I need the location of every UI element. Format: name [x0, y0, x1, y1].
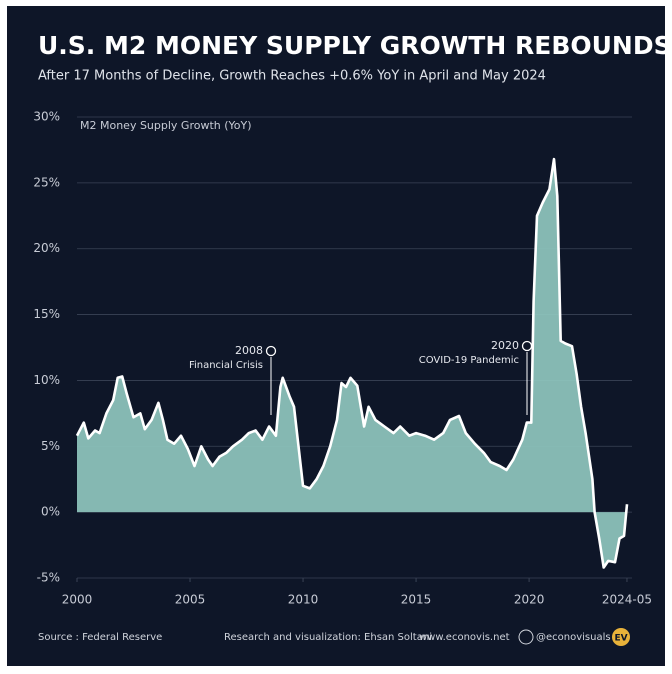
- annotation-year: 2020: [491, 339, 519, 352]
- y-tick-label: 0%: [41, 505, 60, 519]
- footer-source: Source : Federal Reserve: [38, 632, 162, 643]
- y-tick-label: 10%: [33, 373, 60, 387]
- line: [75, 157, 629, 569]
- annotation-marker: [521, 340, 533, 352]
- footer-handle: @econovisuals: [536, 632, 611, 643]
- y-tick-label: 20%: [33, 241, 60, 255]
- logo-badge: [612, 628, 630, 646]
- chart-subtitle: After 17 Months of Decline, Growth Reach…: [38, 69, 546, 84]
- y-axis-label: M2 Money Supply Growth (YoY): [80, 119, 252, 132]
- y-tick-label: 15%: [33, 307, 60, 321]
- x-tick-label: 2010: [288, 593, 319, 607]
- footer-site: www.econovis.net: [419, 632, 510, 643]
- y-tick-label: 5%: [41, 439, 60, 453]
- annotation-text: Financial Crisis: [189, 360, 263, 371]
- x-tick-label: 2024-05: [602, 593, 652, 607]
- plot: -5% 0% 5% 10% 15% 20% 25% 30% 2000 2005 2010 2015 20…: [33, 110, 652, 607]
- annotation-marker: [265, 345, 277, 357]
- x-tick-label: 2005: [175, 593, 206, 607]
- x-tick-label: 2020: [514, 593, 545, 607]
- chart-title: U.S. M2 MONEY SUPPLY GROWTH REBOUNDS: [38, 31, 672, 60]
- y-tick-label: 25%: [33, 175, 60, 189]
- annotation-year: 2008: [235, 344, 263, 357]
- footer-credit: Research and visualization: Ehsan Soltan…: [224, 632, 432, 643]
- y-tick-label: 30%: [33, 110, 60, 124]
- x-tick-label: 2015: [401, 593, 432, 607]
- background: [7, 6, 665, 666]
- y-tick-label: -5%: [37, 571, 60, 585]
- x-icon: [518, 629, 534, 645]
- x-tick-label: 2000: [62, 593, 93, 607]
- annotation-text: COVID-19 Pandemic: [419, 355, 519, 366]
- logo: EV: [614, 634, 627, 644]
